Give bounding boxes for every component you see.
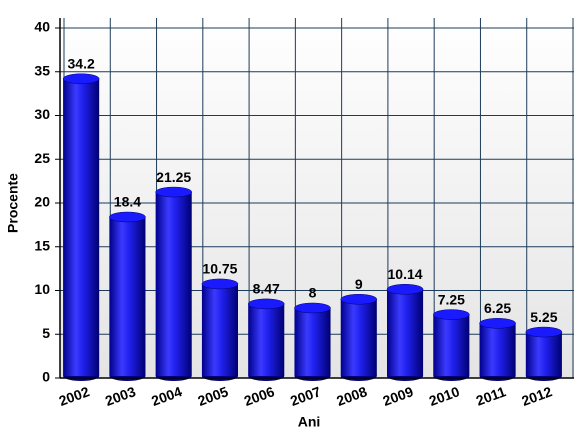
x-tick-label: 2010 (427, 383, 462, 409)
data-label: 18.4 (114, 194, 141, 210)
bar (294, 308, 331, 376)
y-tick-label: 40 (34, 19, 50, 35)
bar-cap (109, 211, 146, 223)
data-label: 9 (355, 276, 363, 292)
x-tick-label: 2008 (334, 383, 369, 409)
data-label: 34.2 (68, 55, 95, 71)
data-label: 6.25 (484, 300, 511, 316)
bar (525, 332, 562, 376)
y-tick-label: 20 (34, 194, 50, 210)
data-label: 7.25 (438, 291, 465, 307)
y-tick-label: 5 (42, 325, 50, 341)
bar-cap (386, 284, 424, 295)
x-tick-label: 2006 (242, 383, 277, 409)
bar (109, 217, 146, 376)
data-label: 8 (309, 285, 317, 301)
y-tick-label: 25 (34, 150, 50, 166)
y-tick-label: 0 (42, 369, 50, 385)
bar (155, 192, 192, 376)
bar-cap (340, 294, 378, 305)
bar-cap (433, 309, 470, 320)
bar (479, 323, 516, 376)
bar-cap (155, 186, 192, 198)
x-tick-label: 2002 (57, 383, 92, 409)
x-tick-label: 2003 (103, 383, 138, 409)
x-tick-label: 2012 (519, 383, 554, 409)
x-tick-label: 2005 (195, 383, 230, 409)
bar-cap (294, 302, 331, 314)
y-axis-title: Procente (5, 173, 21, 233)
bar (433, 314, 470, 376)
x-tick-label: 2007 (288, 383, 323, 409)
bar (340, 299, 377, 376)
x-tick-label: 2011 (474, 383, 508, 408)
bar-cap (62, 73, 100, 84)
y-tick-label: 30 (34, 106, 50, 122)
x-tick-label: 2009 (381, 383, 416, 409)
y-tick-label: 15 (34, 237, 50, 253)
bars (62, 73, 563, 381)
bar (386, 289, 424, 376)
data-label: 10.14 (388, 266, 423, 282)
data-label: 10.75 (202, 261, 237, 277)
y-tick-label: 35 (34, 62, 50, 78)
x-axis-title: Ani (298, 414, 321, 430)
bar (63, 78, 100, 376)
bar-cap (247, 298, 285, 310)
data-label: 8.47 (253, 281, 280, 297)
bar (201, 283, 239, 376)
data-label: 5.25 (530, 309, 557, 325)
bar-cap (201, 278, 239, 290)
y-tick-label: 10 (34, 281, 50, 297)
data-label: 21.25 (156, 169, 191, 185)
bar-cap (479, 318, 516, 329)
bar (248, 303, 285, 376)
x-tick-label: 2004 (149, 383, 184, 409)
bar-cap (525, 326, 563, 338)
